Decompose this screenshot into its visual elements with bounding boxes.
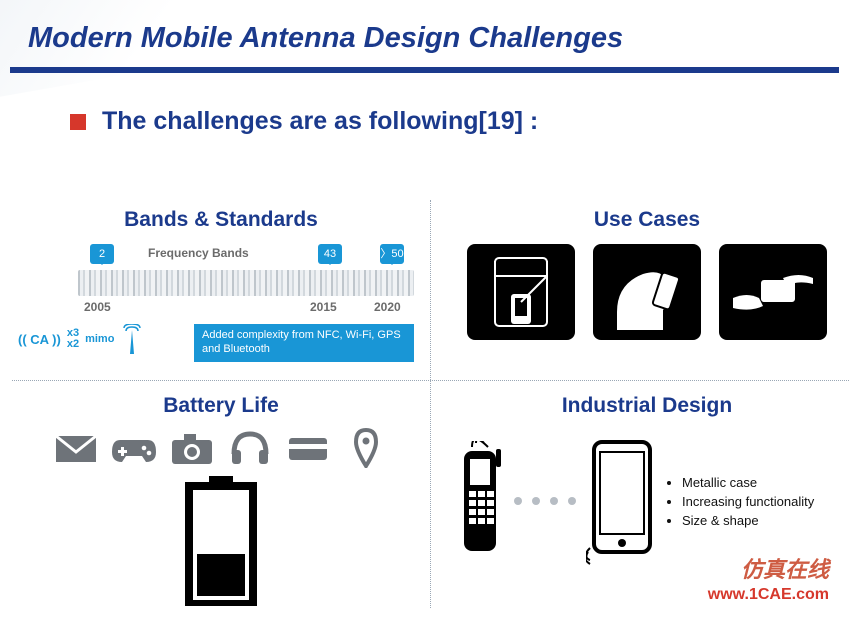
quadrant-grid: Bands & Standards Frequency Bands 2 43 〉… xyxy=(12,200,849,618)
quadrant-bands: Bands & Standards Frequency Bands 2 43 〉… xyxy=(12,200,430,380)
usecase-row xyxy=(442,244,849,340)
list-item: Size & shape xyxy=(682,513,814,528)
industrial-row: Metallic case Increasing functionality S… xyxy=(456,436,849,566)
band-marker: 〉50 xyxy=(380,244,404,264)
bullet-text: The challenges are as following[19] : xyxy=(102,107,538,136)
list-item: Metallic case xyxy=(682,475,814,490)
card-icon xyxy=(286,428,330,468)
feature-phone-icon xyxy=(456,441,504,561)
gamepad-icon xyxy=(112,428,156,468)
frequency-timeline: Frequency Bands 2 43 〉50 2005 2015 2020 … xyxy=(18,242,424,362)
battery-title: Battery Life xyxy=(12,394,430,418)
spectrum-bar xyxy=(78,270,414,296)
talking-head-icon xyxy=(607,254,687,330)
industrial-title: Industrial Design xyxy=(442,394,849,418)
title-rule xyxy=(10,67,839,73)
year-label: 2020 xyxy=(374,300,401,314)
mimo-label: mimo xyxy=(85,333,114,345)
quadrant-battery: Battery Life xyxy=(12,386,430,616)
slide-title: Modern Mobile Antenna Design Challenges xyxy=(0,0,849,63)
battery-large xyxy=(12,476,430,606)
smartphone-icon xyxy=(586,436,658,566)
mimo-multipliers: x3 x2 xyxy=(67,328,79,350)
antenna-icon xyxy=(120,324,144,354)
bands-title: Bands & Standards xyxy=(12,208,430,232)
vertical-divider xyxy=(430,200,431,608)
mail-icon xyxy=(54,428,98,468)
watermark-line1: 仿真在线 xyxy=(741,552,829,584)
mimo-block: (( CA )) x3 x2 mimo xyxy=(18,324,144,354)
battery-icons-row xyxy=(12,428,430,468)
list-item: Increasing functionality xyxy=(682,494,814,509)
quadrant-usecases: Use Cases xyxy=(442,200,849,380)
complexity-callout: Added complexity from NFC, Wi-Fi, GPS an… xyxy=(194,324,414,362)
year-label: 2015 xyxy=(310,300,337,314)
carrier-aggregation-icon: (( CA )) xyxy=(18,332,61,347)
headphones-icon xyxy=(228,428,272,468)
band-marker: 2 xyxy=(90,244,114,264)
watermark-line2: www.1CAE.com xyxy=(708,586,829,604)
frequency-bands-label: Frequency Bands xyxy=(148,246,249,260)
usecase-hands xyxy=(719,244,827,340)
usecases-title: Use Cases xyxy=(442,208,849,232)
hands-exchange-icon xyxy=(733,254,813,330)
industrial-bullet-list: Metallic case Increasing functionality S… xyxy=(682,471,814,532)
pin-icon xyxy=(344,428,388,468)
battery-icon xyxy=(181,476,261,606)
bullet-square-icon xyxy=(70,114,86,130)
camera-icon xyxy=(170,428,214,468)
pocket-icon xyxy=(481,254,561,330)
transition-dots xyxy=(514,497,576,505)
main-bullet: The challenges are as following[19] : xyxy=(70,107,849,136)
usecase-talking xyxy=(593,244,701,340)
year-label: 2005 xyxy=(84,300,111,314)
band-marker: 43 xyxy=(318,244,342,264)
usecase-pocket xyxy=(467,244,575,340)
